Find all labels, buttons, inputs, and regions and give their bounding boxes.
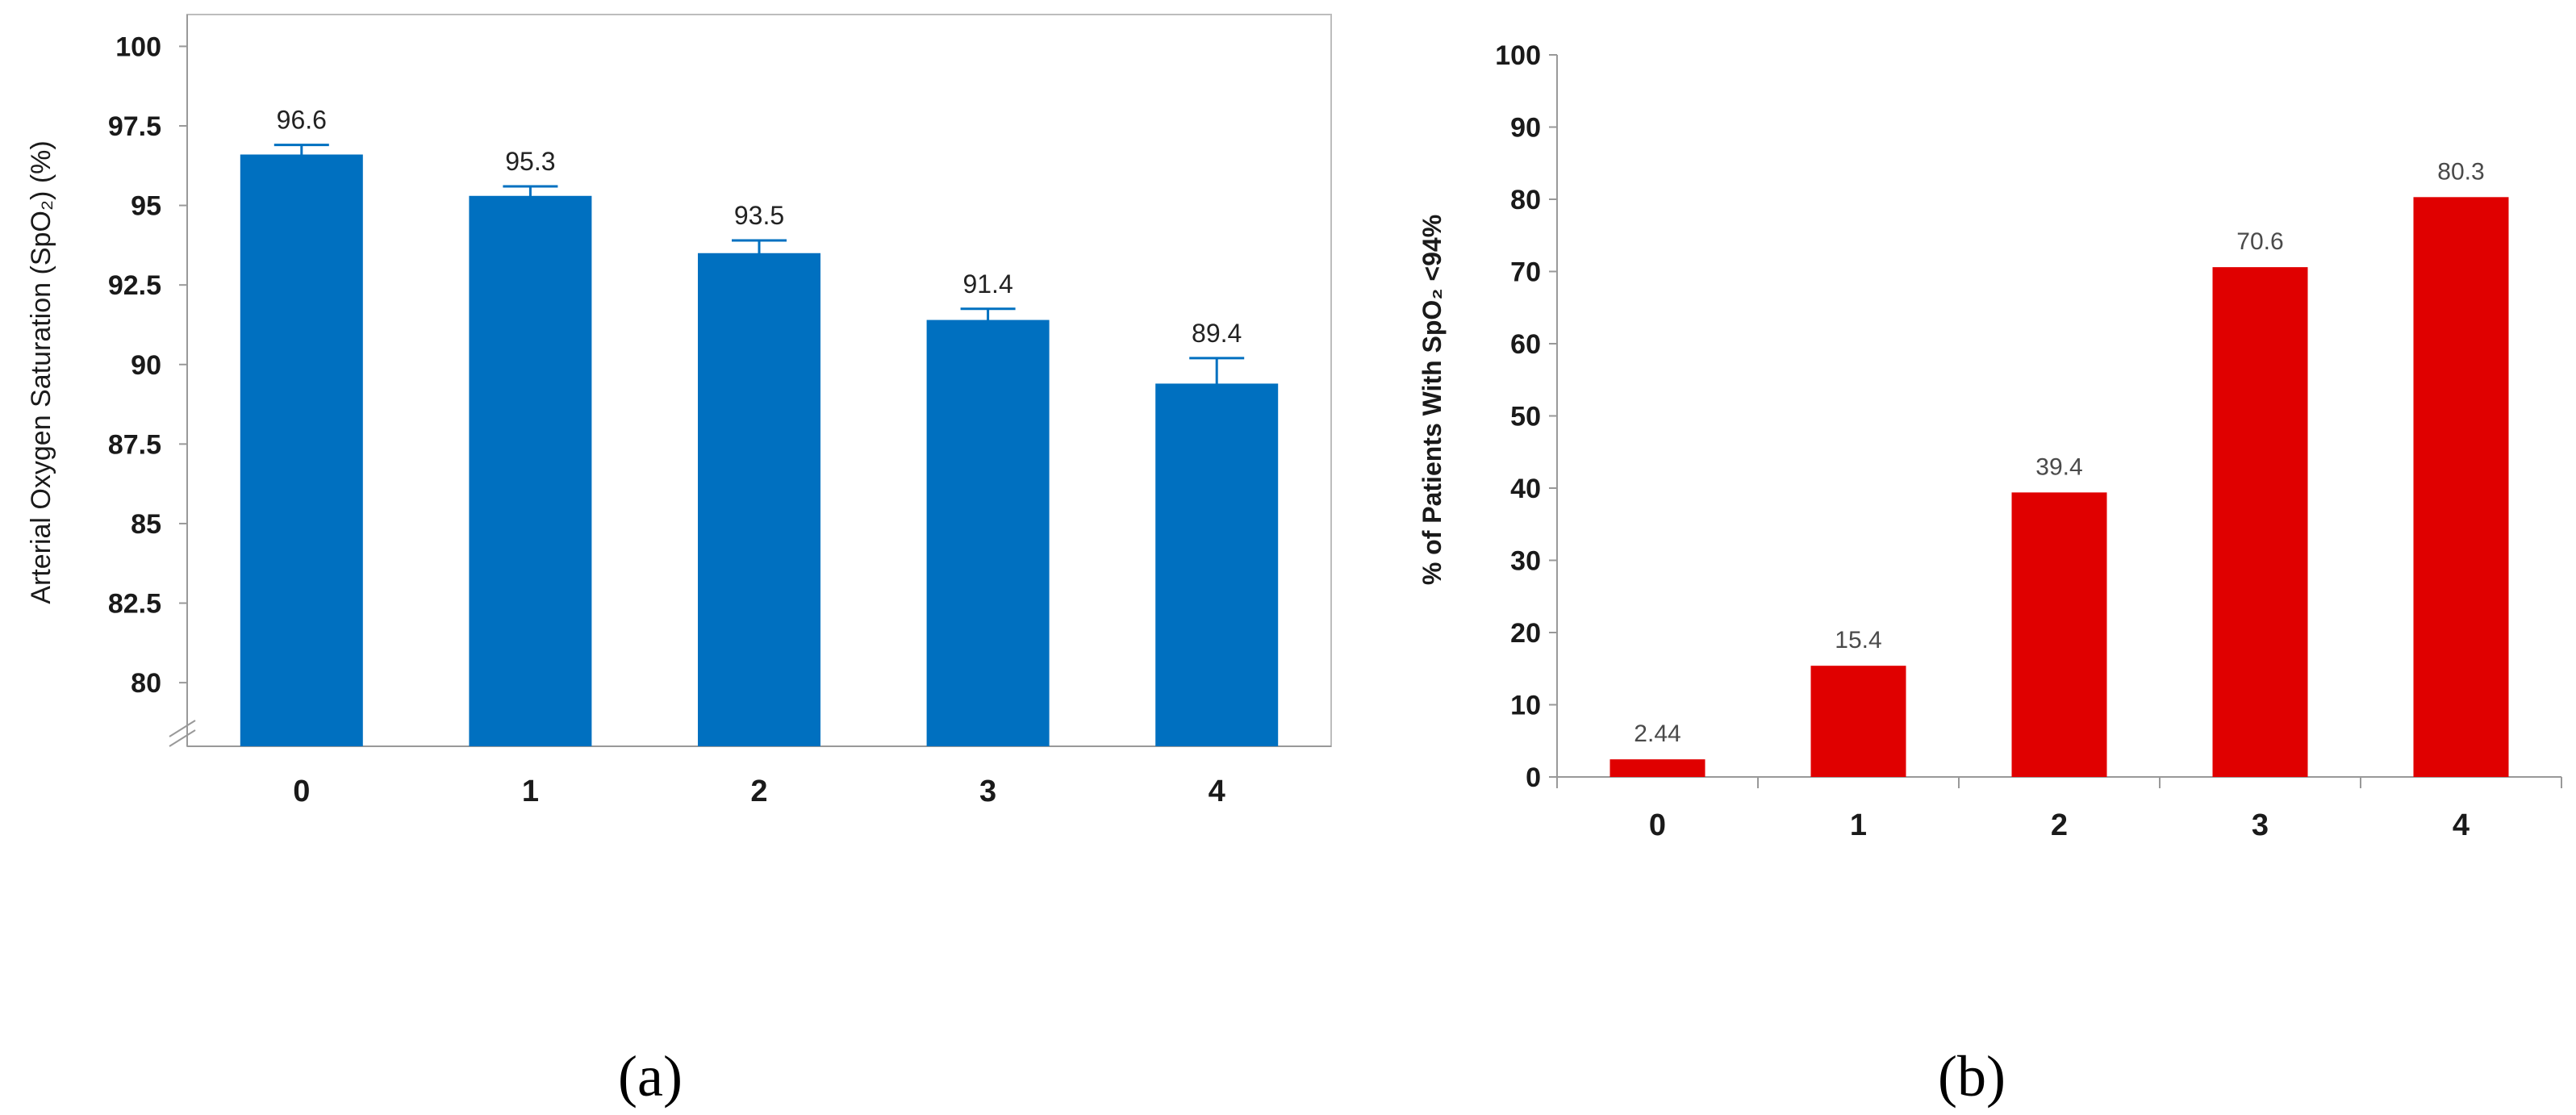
x-tick-label: 2	[750, 775, 767, 808]
y-tick-label: 10	[1510, 691, 1541, 721]
x-tick-label: 4	[1209, 775, 1225, 808]
data-label: 70.6	[2236, 228, 2283, 255]
y-tick-label: 80	[131, 668, 161, 699]
axis-break-mark	[169, 729, 196, 747]
y-tick-label: 90	[1510, 113, 1541, 144]
y-tick-label: 50	[1510, 402, 1541, 432]
panel-label-b: (b)	[1938, 1044, 2006, 1109]
data-label: 96.6	[277, 106, 327, 135]
y-tick-label: 80	[1510, 185, 1541, 215]
x-tick-label: 0	[1649, 808, 1666, 842]
x-tick-label: 1	[1850, 808, 1867, 842]
data-label: 39.4	[2035, 453, 2082, 480]
y-axis-title: Arterial Oxygen Saturation (SpO₂) (%)	[26, 140, 56, 603]
axis-break-mark	[169, 720, 196, 737]
y-axis-title: % of Patients With SpO₂ <94%	[1417, 215, 1447, 585]
y-tick-label: 100	[115, 31, 161, 62]
y-tick-label: 70	[1510, 257, 1541, 288]
data-label: 91.4	[962, 269, 1012, 299]
y-tick-label: 30	[1510, 546, 1541, 577]
y-tick-label: 82.5	[108, 589, 161, 620]
data-label: 80.3	[2437, 158, 2484, 185]
y-tick-label: 85	[131, 509, 161, 540]
x-tick-label: 4	[2453, 808, 2470, 842]
y-tick-label: 60	[1510, 329, 1541, 360]
y-tick-label: 20	[1510, 618, 1541, 649]
y-tick-label: 90	[131, 350, 161, 381]
chart-panel-b: 0 10 20 30 40 50 60 70 80 90 100 2.44 0 15.4 1 39.4 2 70.…	[1417, 40, 2562, 842]
bar	[1609, 759, 1706, 777]
bar	[2212, 267, 2308, 777]
y-tick-label: 100	[1495, 40, 1541, 71]
x-tick-label: 0	[293, 775, 310, 808]
data-label: 89.4	[1192, 319, 1242, 348]
bar	[698, 253, 820, 746]
data-label: 93.5	[734, 201, 784, 230]
panel-label-a: (a)	[618, 1044, 683, 1109]
bar	[2413, 197, 2509, 777]
y-tick-label: 87.5	[108, 429, 161, 460]
bar	[469, 195, 592, 746]
y-tick-label: 97.5	[108, 111, 161, 142]
chart-panel-a: 80 82.5 85 87.5 90 92.5 95 97.5 100 96.6 0 95.3 1 93.…	[26, 14, 1332, 808]
bar	[2011, 492, 2107, 777]
y-tick-label: 95	[131, 191, 161, 222]
y-tick-label: 92.5	[108, 270, 161, 301]
y-tick-label: 40	[1510, 474, 1541, 504]
data-label: 2.44	[1634, 720, 1680, 747]
bar	[1810, 666, 1906, 777]
x-tick-label: 2	[2051, 808, 2068, 842]
bar	[926, 319, 1050, 746]
x-tick-label: 1	[522, 775, 539, 808]
data-label: 15.4	[1835, 627, 1881, 654]
bar	[1155, 383, 1279, 746]
y-tick-label: 0	[1526, 762, 1541, 793]
bar	[240, 154, 363, 746]
x-tick-label: 3	[2252, 808, 2269, 842]
data-label: 95.3	[505, 147, 555, 176]
x-tick-label: 3	[979, 775, 996, 808]
